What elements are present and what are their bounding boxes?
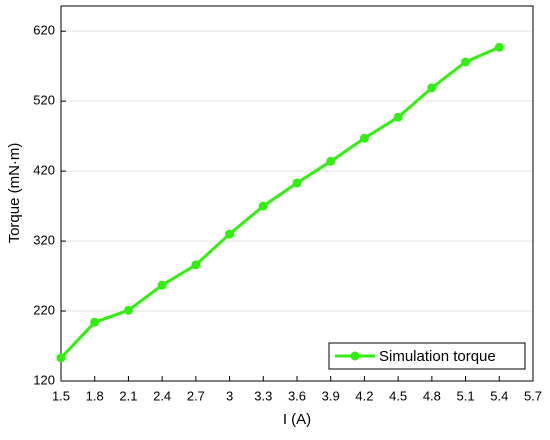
y-tick-label: 520: [33, 93, 55, 108]
y-tick-label: 320: [33, 233, 55, 248]
point: [56, 353, 66, 363]
point: [258, 201, 268, 211]
x-tick-label: 1.8: [86, 388, 104, 403]
y-tick-label: 220: [33, 302, 55, 317]
plot-area: [61, 6, 533, 381]
point: [123, 305, 133, 315]
x-tick-label: 4.5: [389, 388, 407, 403]
x-tick-label: 4.8: [423, 388, 441, 403]
x-tick-label: 1.5: [52, 388, 70, 403]
x-tick-label: 3: [226, 388, 233, 403]
x-tick-label: 2.1: [119, 388, 137, 403]
x-tick-label: 5.4: [490, 388, 508, 403]
legend-label: Simulation torque: [379, 348, 496, 365]
x-tick-label: 3.9: [322, 388, 340, 403]
y-axis-label: Torque (mN·m): [6, 143, 23, 244]
y-tick-label: 420: [33, 163, 55, 178]
point: [461, 57, 471, 67]
point: [157, 280, 167, 290]
point: [494, 42, 504, 52]
legend-marker: [350, 351, 360, 361]
series-line: [59, 45, 500, 359]
point: [359, 133, 369, 143]
point: [225, 229, 235, 239]
point: [393, 112, 403, 122]
point: [90, 317, 100, 327]
x-tick-label: 5.7: [524, 388, 542, 403]
y-tick-label: 620: [33, 23, 55, 38]
point: [326, 156, 336, 166]
x-tick-label: 3.3: [254, 388, 272, 403]
x-tick-label: 2.4: [153, 388, 171, 403]
plot-border: [60, 5, 534, 382]
x-tick-label: 4.2: [355, 388, 373, 403]
point: [191, 260, 201, 270]
x-tick-label: 3.6: [288, 388, 306, 403]
point: [427, 83, 437, 93]
y-tick-label: 120: [33, 372, 55, 387]
x-tick-label: 2.7: [187, 388, 205, 403]
x-tick-label: 5.1: [457, 388, 475, 403]
x-axis-label: I (A): [283, 411, 311, 428]
point: [292, 178, 302, 188]
